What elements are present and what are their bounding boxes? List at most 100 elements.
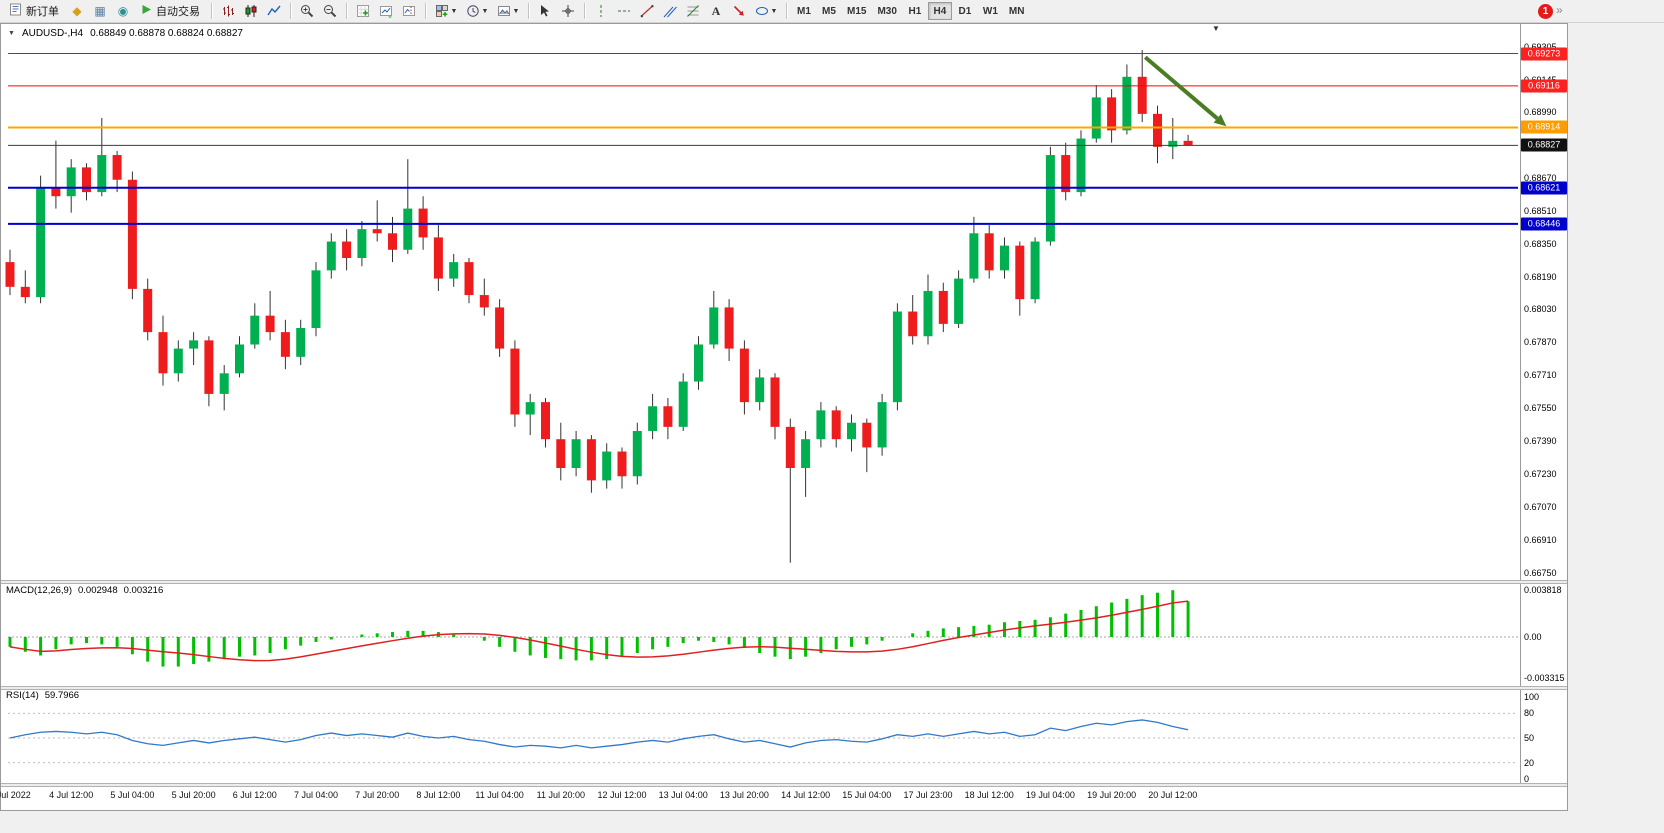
timeframe-w1-button[interactable]: W1	[978, 2, 1003, 20]
candle-body	[969, 233, 979, 279]
candle-body	[158, 332, 168, 374]
candle-body	[1091, 97, 1101, 139]
candle-body	[449, 262, 459, 279]
panel-splitter-rsi[interactable]	[1, 686, 1567, 690]
candle-body	[36, 187, 46, 298]
toolbar-overflow-chevron[interactable]: »	[1556, 3, 1563, 17]
timeframe-buttons: M1 M5 M15 M30 H1 H4 D1 W1 MN	[792, 2, 1029, 20]
candle-body	[1153, 113, 1162, 147]
shapes-dropdown-button[interactable]: ▼	[751, 1, 781, 21]
notification-badge[interactable]: 1	[1538, 4, 1553, 19]
line-chart-icon-button[interactable]	[263, 1, 285, 21]
candle-body	[663, 406, 673, 427]
candle-body	[847, 422, 856, 440]
candle-body	[1137, 76, 1147, 114]
candle-body	[602, 451, 612, 481]
candle-body	[433, 237, 443, 279]
zoom-in-button[interactable]	[296, 1, 318, 21]
timeframe-m15-button[interactable]: M15	[842, 2, 871, 20]
candle-body	[785, 426, 795, 469]
new-chart-dropdown-button[interactable]: ▼	[431, 1, 461, 21]
auto-scroll-icon	[380, 6, 392, 18]
toolbar-separator	[528, 3, 529, 19]
candle-body	[342, 241, 352, 259]
panel-splitter-timeaxis[interactable]	[1, 783, 1567, 787]
trend-arrow[interactable]	[1143, 55, 1219, 120]
timeframe-m1-button[interactable]: M1	[792, 2, 816, 20]
candle-body	[5, 262, 15, 287]
symbol-period-label: AUDUSD-,H4	[21, 28, 84, 39]
fibonacci-tool-button[interactable]	[682, 1, 704, 21]
channel-tool-button[interactable]	[659, 1, 681, 21]
candle-body	[510, 348, 520, 415]
candle-body	[1107, 97, 1117, 131]
new-chart-icon	[435, 5, 448, 17]
rsi-value: 59.7966	[44, 690, 80, 701]
collapse-triangle-icon[interactable]: ▼	[8, 30, 15, 37]
candle-body	[20, 286, 30, 298]
candle-body	[984, 233, 994, 271]
rsi-name: RSI(14)	[6, 690, 39, 701]
candle-body	[632, 430, 642, 477]
trendline-tool-button[interactable]	[636, 1, 658, 21]
candle-body	[173, 348, 183, 374]
panel-splitter-macd[interactable]	[1, 580, 1567, 584]
auto-trading-button[interactable]: 自动交易	[135, 1, 206, 21]
toolbar-separator	[584, 3, 585, 19]
data-window-icon-button[interactable]: ▦	[89, 1, 111, 21]
toolbar-separator	[425, 3, 426, 19]
periods-dropdown-button[interactable]: ▼	[462, 1, 492, 21]
candle-body	[1030, 241, 1040, 300]
candle-body	[648, 406, 658, 431]
chevron-down-icon: ▼	[450, 7, 458, 15]
candle-body	[1122, 76, 1132, 131]
candle-body	[250, 315, 260, 345]
text-tool-button[interactable]: A	[705, 1, 727, 21]
candle-body	[1076, 138, 1086, 193]
candle-body	[204, 340, 214, 394]
timeframe-m30-button[interactable]: M30	[872, 2, 901, 20]
templates-dropdown-button[interactable]: ▼	[493, 1, 523, 21]
vertical-line-tool-button[interactable]	[590, 1, 612, 21]
candle-body	[1183, 140, 1193, 146]
scroll-anchor-marker[interactable]: ▼	[1212, 24, 1220, 33]
indicators-list-icon-button[interactable]	[352, 1, 374, 21]
crosshair-tool-button[interactable]	[557, 1, 579, 21]
data-window-icon: ▦	[94, 4, 106, 18]
navigator-icon: ◉	[117, 4, 129, 18]
line-chart-icon	[267, 5, 281, 16]
candle-body	[556, 439, 566, 469]
text-tool-icon: A	[711, 3, 721, 18]
trendline-icon	[640, 5, 654, 18]
macd-label: MACD(12,26,9) 0.002948 0.003216	[6, 585, 163, 596]
candlestick-chart-icon-button[interactable]	[240, 1, 262, 21]
macd-main-value: 0.002948	[78, 585, 118, 596]
timeframe-d1-button[interactable]: D1	[953, 2, 977, 20]
zoom-out-button[interactable]	[319, 1, 341, 21]
candle-body	[311, 270, 321, 329]
timeframe-h4-button[interactable]: H4	[927, 2, 952, 20]
bar-chart-icon-button[interactable]	[217, 1, 239, 21]
timeframe-mn-button[interactable]: MN	[1004, 2, 1030, 20]
auto-scroll-icon-button[interactable]	[375, 1, 397, 21]
gold-coins-icon-button[interactable]: ◆	[66, 1, 88, 21]
cursor-tool-button[interactable]	[534, 1, 556, 21]
candle-body	[709, 307, 719, 345]
timeframe-h1-button[interactable]: H1	[903, 2, 927, 20]
arrows-tool-button[interactable]	[728, 1, 750, 21]
navigator-icon-button[interactable]: ◉	[112, 1, 134, 21]
candle-body	[127, 179, 137, 289]
chevron-down-icon: ▼	[512, 7, 520, 15]
timeframe-m5-button[interactable]: M5	[817, 2, 841, 20]
horizontal-line-icon	[618, 10, 630, 12]
candle-body	[877, 402, 887, 448]
new-order-button[interactable]: 新订单	[3, 1, 65, 21]
chart-shift-icon-button[interactable]	[398, 1, 420, 21]
chart-window	[0, 23, 1568, 811]
toolbar: 新订单 ◆ ▦ ◉ 自动交易 ▼ ▼	[0, 0, 1664, 23]
candle-body	[954, 278, 964, 324]
horizontal-line-tool-button[interactable]	[613, 1, 635, 21]
candle-body	[938, 290, 948, 324]
new-order-label: 新订单	[26, 6, 59, 18]
